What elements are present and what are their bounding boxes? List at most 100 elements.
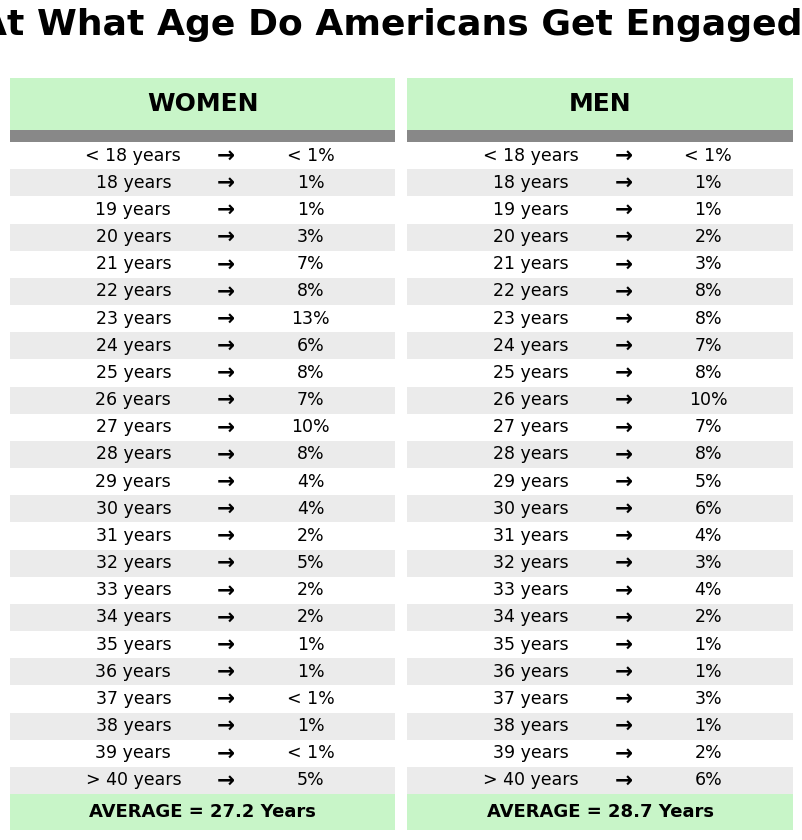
Bar <box>10 468 395 495</box>
Text: 39 years: 39 years <box>492 744 568 762</box>
Text: 38 years: 38 years <box>95 717 171 735</box>
Bar <box>407 495 792 522</box>
Text: 1%: 1% <box>297 174 324 192</box>
Text: 36 years: 36 years <box>95 663 171 680</box>
Bar <box>407 577 792 604</box>
Text: →: → <box>614 689 632 709</box>
Bar <box>407 740 792 767</box>
Text: < 18 years: < 18 years <box>85 147 181 165</box>
Bar <box>407 549 792 577</box>
Bar <box>10 386 395 413</box>
Bar <box>10 130 395 142</box>
Text: 7%: 7% <box>694 418 721 436</box>
Bar <box>10 659 395 685</box>
Bar <box>10 604 395 631</box>
Text: →: → <box>217 607 235 627</box>
Bar <box>10 441 395 468</box>
Text: →: → <box>614 662 632 682</box>
Bar <box>407 441 792 468</box>
Text: →: → <box>217 444 235 465</box>
Text: 21 years: 21 years <box>95 255 171 273</box>
Text: 38 years: 38 years <box>492 717 568 735</box>
Text: →: → <box>614 417 632 438</box>
Text: →: → <box>614 770 632 790</box>
Text: 7%: 7% <box>297 255 324 273</box>
Text: 28 years: 28 years <box>95 445 171 464</box>
Bar <box>407 767 792 794</box>
Bar <box>407 522 792 549</box>
Text: →: → <box>614 173 632 192</box>
Text: 8%: 8% <box>297 445 324 464</box>
Text: 29 years: 29 years <box>95 473 171 491</box>
Text: →: → <box>614 526 632 546</box>
Text: →: → <box>614 336 632 356</box>
Text: 1%: 1% <box>694 201 721 219</box>
Bar <box>10 360 395 386</box>
Bar <box>10 278 395 305</box>
Text: →: → <box>217 417 235 438</box>
Text: 24 years: 24 years <box>95 337 171 354</box>
Text: < 1%: < 1% <box>683 147 731 165</box>
Text: 34 years: 34 years <box>492 608 568 627</box>
Text: 2%: 2% <box>694 608 721 627</box>
Text: 35 years: 35 years <box>95 636 171 654</box>
Text: →: → <box>217 580 235 601</box>
Text: 31 years: 31 years <box>492 527 568 545</box>
Text: 8%: 8% <box>694 445 721 464</box>
Text: →: → <box>217 308 235 328</box>
Text: →: → <box>614 308 632 328</box>
Text: →: → <box>614 255 632 274</box>
Text: →: → <box>614 607 632 627</box>
Bar <box>407 659 792 685</box>
Text: →: → <box>614 580 632 601</box>
Text: →: → <box>614 743 632 764</box>
Text: →: → <box>217 634 235 654</box>
Text: →: → <box>217 227 235 247</box>
Text: 2%: 2% <box>297 581 324 599</box>
Text: →: → <box>217 173 235 192</box>
Text: 1%: 1% <box>297 717 324 735</box>
Text: 37 years: 37 years <box>95 690 171 708</box>
Text: WOMEN: WOMEN <box>147 92 258 116</box>
Text: 2%: 2% <box>694 228 721 246</box>
Text: 23 years: 23 years <box>492 310 568 328</box>
Text: 21 years: 21 years <box>492 255 568 273</box>
Text: 6%: 6% <box>694 771 721 790</box>
Text: 24 years: 24 years <box>492 337 568 354</box>
Text: 4%: 4% <box>694 581 721 599</box>
Bar <box>407 305 792 332</box>
Text: 28 years: 28 years <box>492 445 568 464</box>
Text: 7%: 7% <box>694 337 721 354</box>
Text: 3%: 3% <box>694 255 721 273</box>
Bar <box>407 130 792 142</box>
Text: 27 years: 27 years <box>95 418 171 436</box>
Bar <box>10 305 395 332</box>
Text: 6%: 6% <box>297 337 324 354</box>
Text: 8%: 8% <box>297 364 324 382</box>
Text: →: → <box>217 390 235 410</box>
Bar <box>407 413 792 441</box>
Text: 36 years: 36 years <box>492 663 568 680</box>
Bar <box>10 631 395 659</box>
Text: 8%: 8% <box>297 282 324 301</box>
Text: 2%: 2% <box>297 527 324 545</box>
Bar <box>407 169 792 197</box>
Text: 2%: 2% <box>694 744 721 762</box>
Bar <box>10 712 395 740</box>
Bar <box>10 522 395 549</box>
Text: →: → <box>217 145 235 165</box>
Bar <box>10 197 395 223</box>
Bar <box>407 250 792 278</box>
Text: 1%: 1% <box>694 663 721 680</box>
Text: 1%: 1% <box>297 201 324 219</box>
Text: 10%: 10% <box>291 418 330 436</box>
Text: 1%: 1% <box>694 717 721 735</box>
Bar <box>10 332 395 360</box>
Text: →: → <box>217 200 235 220</box>
Bar <box>407 604 792 631</box>
Bar <box>407 386 792 413</box>
Text: 32 years: 32 years <box>95 554 171 572</box>
Bar <box>10 169 395 197</box>
Text: →: → <box>217 553 235 573</box>
Text: 31 years: 31 years <box>95 527 171 545</box>
